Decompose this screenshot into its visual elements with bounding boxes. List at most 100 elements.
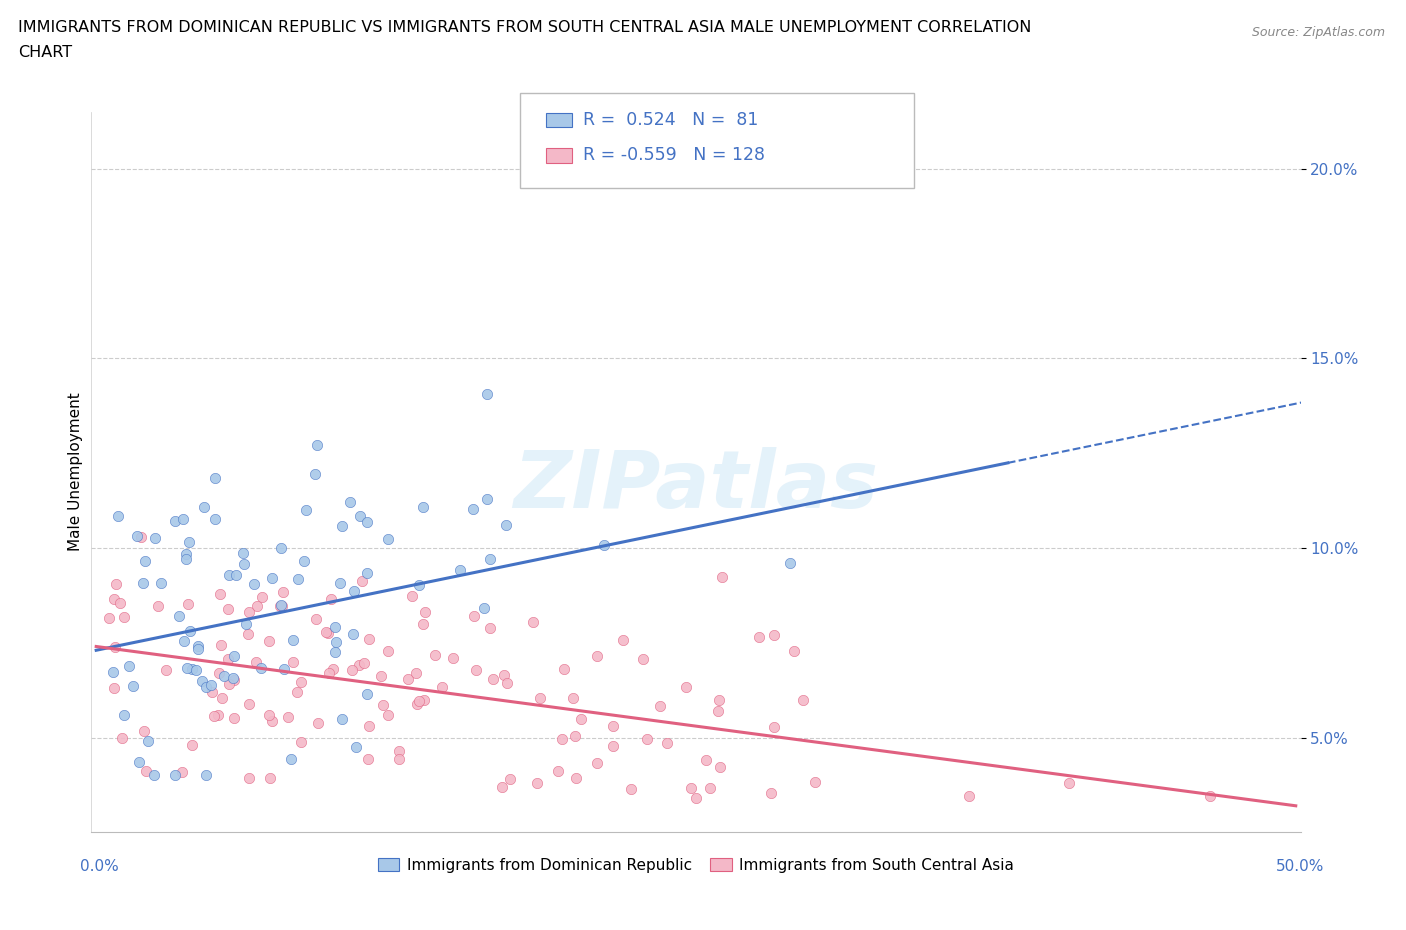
Point [565,771,588,786]
Point [412,499,434,514]
Point [592,538,614,552]
Point [349,509,371,524]
Point [377,532,399,547]
Point [405,666,427,681]
Point [792,693,814,708]
Point [125,528,148,543]
Point [170,764,193,779]
Point [134,724,156,738]
Point [655,736,678,751]
Point [322,661,344,676]
Point [209,638,232,653]
Point [305,612,328,627]
Point [318,666,340,681]
Point [269,598,291,613]
Point [225,568,247,583]
Point [449,563,471,578]
Point [290,674,312,689]
Legend: Immigrants from Dominican Republic, Immigrants from South Central Asia: Immigrants from Dominican Republic, Immi… [371,852,1021,879]
Point [105,577,128,591]
Point [401,589,423,604]
Point [211,690,233,705]
Point [307,438,329,453]
Point [494,668,516,683]
Point [620,781,643,796]
Point [550,731,572,746]
Point [779,555,801,570]
Point [353,656,375,671]
Point [316,626,339,641]
Point [408,693,430,708]
Point [217,602,239,617]
Point [759,786,782,801]
Point [1059,776,1081,790]
Point [107,509,129,524]
Point [671,830,693,845]
Point [212,669,235,684]
Point [357,631,380,646]
Point [707,693,730,708]
Point [292,553,315,568]
Point [602,738,624,753]
Point [121,679,143,694]
Point [695,753,717,768]
Point [474,600,496,615]
Point [146,599,169,614]
Point [218,567,240,582]
Point [377,708,399,723]
Point [441,651,464,666]
Point [347,658,370,672]
Point [479,551,502,566]
Point [103,681,125,696]
Point [412,693,434,708]
Point [150,576,173,591]
Point [707,704,730,719]
Point [222,648,245,663]
Point [271,584,294,599]
Point [496,675,519,690]
Point [1011,841,1033,856]
Point [232,546,254,561]
Point [201,684,224,699]
Point [179,624,201,639]
Y-axis label: Male Unemployment: Male Unemployment [67,392,83,551]
Point [479,620,502,635]
Point [143,768,166,783]
Point [356,751,378,766]
Point [461,501,484,516]
Point [277,709,299,724]
Text: ZIPatlas: ZIPatlas [513,447,879,525]
Point [332,712,354,727]
Point [181,662,204,677]
Point [273,661,295,676]
Point [388,751,411,766]
Point [396,671,419,686]
Point [257,633,280,648]
Point [260,713,283,728]
Point [804,775,827,790]
Point [138,734,160,749]
Point [238,697,260,711]
Point [184,662,207,677]
Point [280,752,302,767]
Point [281,632,304,647]
Point [356,687,378,702]
Point [529,691,551,706]
Point [176,661,198,676]
Point [783,644,806,658]
Point [257,708,280,723]
Point [602,719,624,734]
Point [547,764,569,778]
Point [747,630,769,644]
Point [564,729,586,744]
Point [179,535,201,550]
Point [344,739,367,754]
Point [636,732,658,747]
Point [235,617,257,631]
Point [681,780,703,795]
Point [408,578,430,592]
Point [710,570,733,585]
Point [491,779,513,794]
Point [465,662,488,677]
Point [132,576,155,591]
